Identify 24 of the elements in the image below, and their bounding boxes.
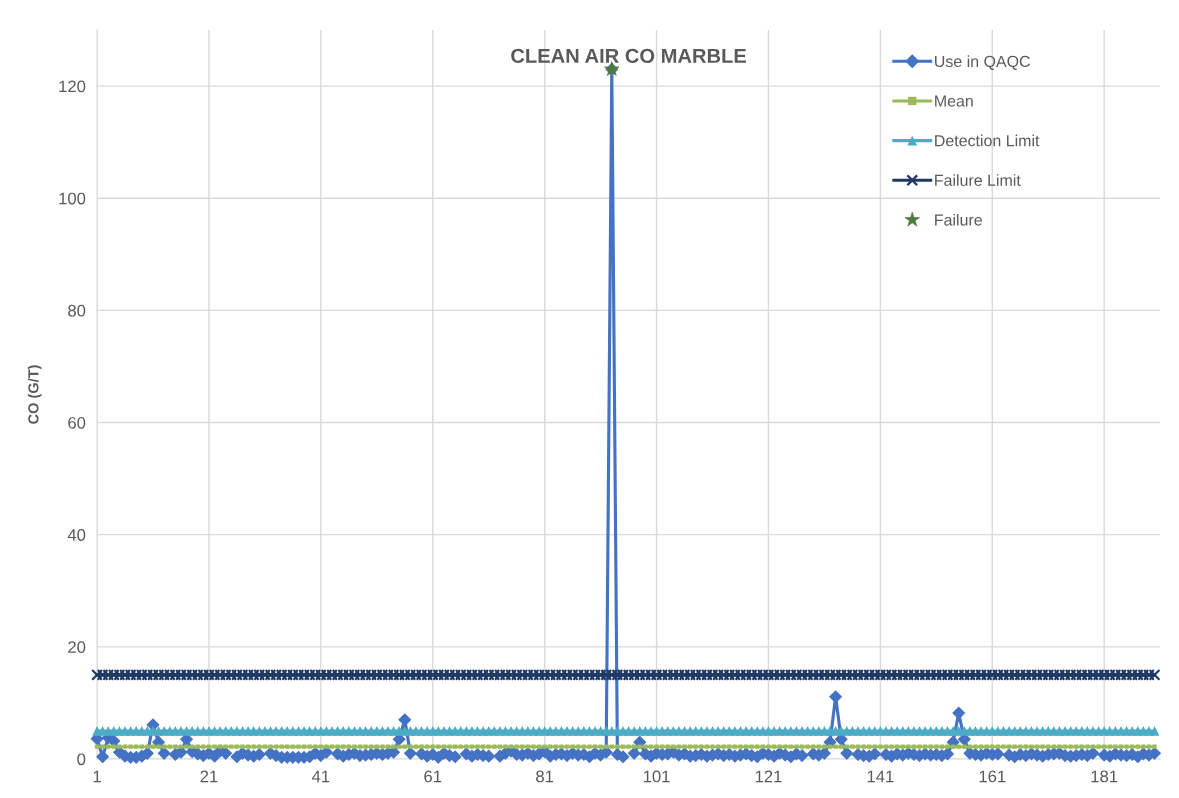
y-tick-label: 20 xyxy=(68,641,86,654)
x-tick-label: 161 xyxy=(979,770,1006,783)
x-tick-label: 181 xyxy=(1091,770,1118,783)
legend-label: Detection Limit xyxy=(935,134,1040,147)
x-tick-label: 141 xyxy=(867,770,894,783)
y-axis-title: CO (G/T) xyxy=(27,365,42,424)
legend-label: Use in QAQC xyxy=(935,55,1030,70)
x-tick-label: 81 xyxy=(536,770,554,783)
x-tick-label: 41 xyxy=(311,770,330,783)
y-tick-label: 0 xyxy=(77,753,86,766)
x-tick-label: 1 xyxy=(93,770,101,783)
y-tick-label: 40 xyxy=(67,529,86,541)
legend-label: Failure Limit xyxy=(935,174,1021,186)
text: CLEAN AIR CO MARBLE xyxy=(511,48,747,64)
x-tick-label: 101 xyxy=(643,770,670,783)
y-tick-label: 120 xyxy=(59,80,86,93)
x-tick-label: 61 xyxy=(424,770,442,783)
y-tick-label: 100 xyxy=(59,192,86,205)
y-tick-label: 60 xyxy=(68,416,86,429)
legend-label: Mean xyxy=(935,95,973,107)
x-tick-label: 21 xyxy=(200,770,218,783)
legend-label: Failure xyxy=(935,213,982,226)
x-tick-label: 121 xyxy=(755,770,782,783)
y-tick-label: 80 xyxy=(68,304,86,317)
